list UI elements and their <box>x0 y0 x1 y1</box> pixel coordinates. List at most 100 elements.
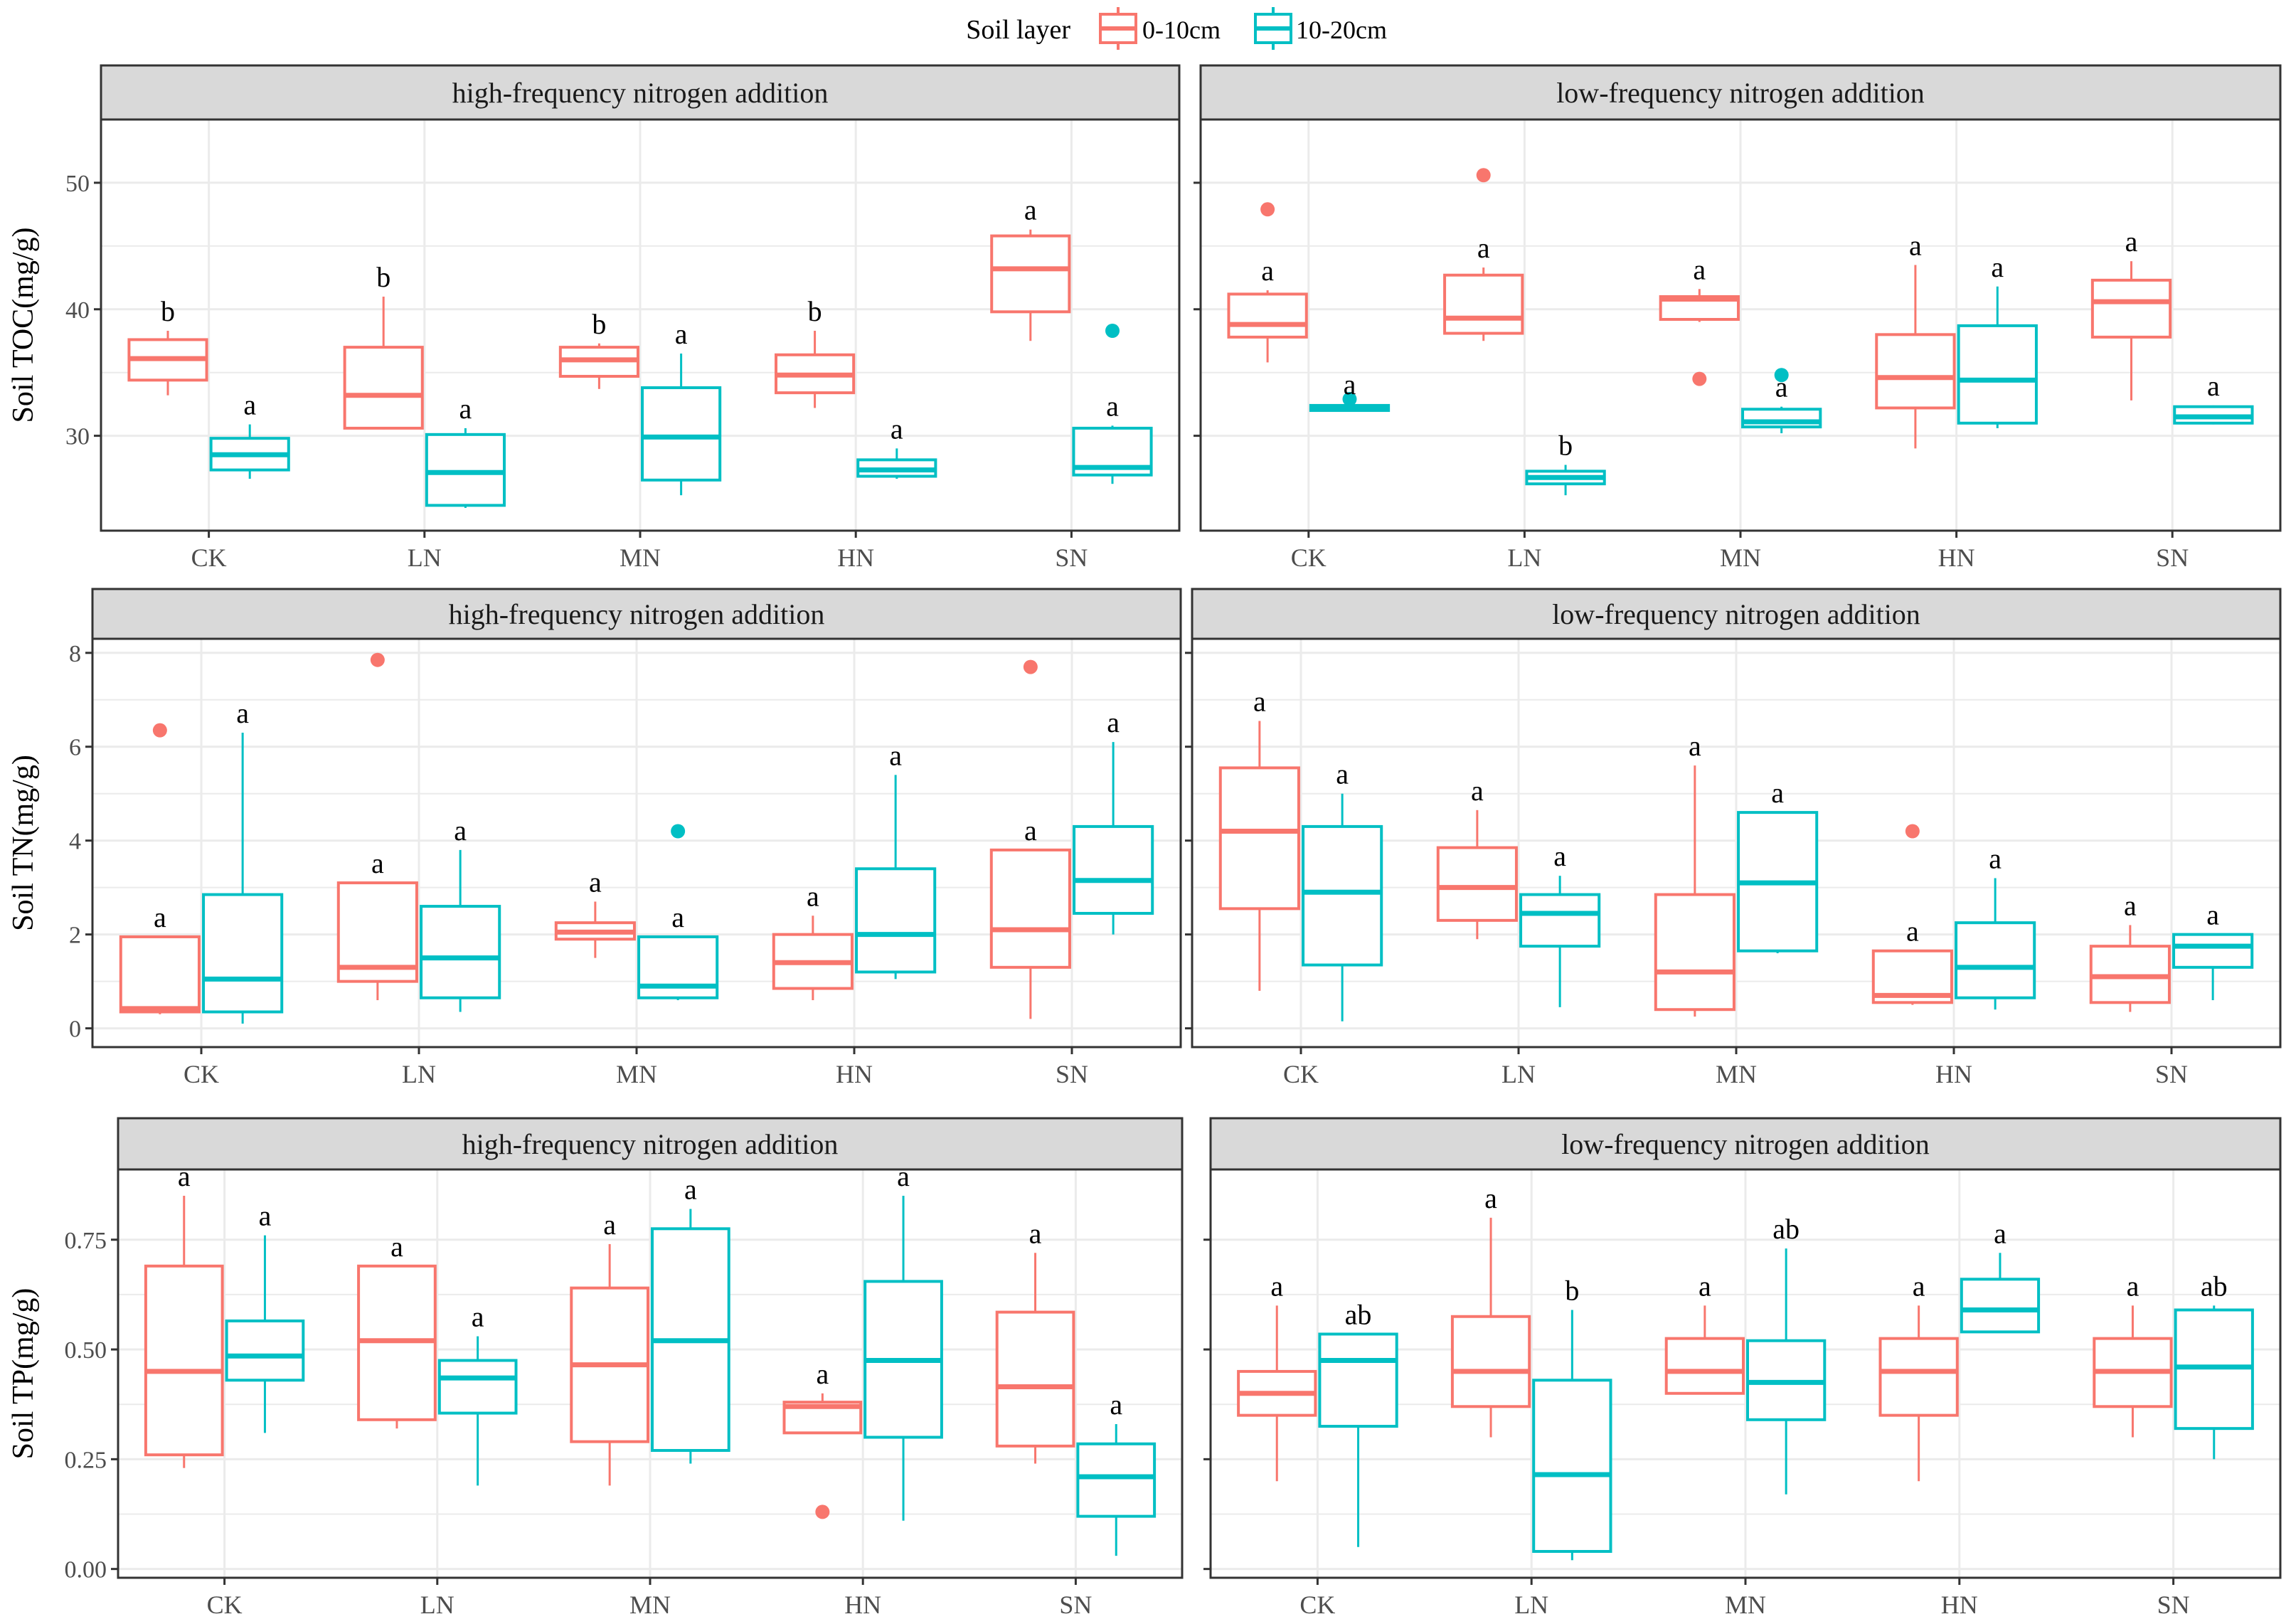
significance-letter: a <box>816 1358 829 1390</box>
box-0-10cm-SN: a <box>2090 225 2172 400</box>
box-0-10cm-CK: b <box>127 295 208 396</box>
box-body <box>1076 1442 1157 1518</box>
significance-letter: a <box>2124 889 2137 921</box>
significance-letter: a <box>1689 730 1701 762</box>
box-10-20cm-HN: a <box>1960 1217 2041 1334</box>
box-10-20cm-MN: a <box>641 318 722 496</box>
outlier-point <box>1342 392 1357 407</box>
box-10-20cm-MN: ab <box>1746 1213 1827 1495</box>
box-10-20cm-HN: a <box>863 1160 943 1521</box>
x-tick-label: SN <box>2155 1060 2188 1088</box>
box-0-10cm-CK: a <box>119 723 201 1014</box>
box-body <box>1654 893 1735 1012</box>
significance-letter: a <box>1336 758 1349 790</box>
significance-letter: b <box>592 308 606 340</box>
significance-letter: a <box>1029 1217 1042 1249</box>
significance-letter: a <box>371 847 384 879</box>
box-body <box>855 867 937 974</box>
box-0-10cm-LN: b <box>343 261 424 430</box>
box-10-20cm-CK: a <box>1302 758 1383 1021</box>
y-axis-title: Soil TN(mg/g) <box>7 755 40 931</box>
panel-tn-low: a a a a a a a a a a low-frequency nitrogen additio… <box>1185 588 2282 1088</box>
box-0-10cm-CK: a <box>1227 202 1308 363</box>
significance-letter: a <box>1994 1217 2006 1249</box>
outlier-point <box>1692 371 1707 386</box>
box-body <box>1519 893 1601 948</box>
facet-strip <box>1191 588 2282 640</box>
box-0-10cm-MN: b <box>558 308 639 389</box>
outlier-point <box>152 723 167 738</box>
x-tick-label: SN <box>1056 1060 1088 1088</box>
significance-letter: ab <box>1345 1298 1372 1330</box>
legend-key-10-20cm <box>1254 7 1292 50</box>
facet-strip-label: high-frequency nitrogen addition <box>449 598 825 630</box>
significance-letter: a <box>472 1301 484 1333</box>
box-0-10cm-LN: a <box>1443 168 1524 341</box>
box-10-20cm-LN: a <box>420 814 501 1012</box>
x-tick-label: SN <box>2156 543 2189 572</box>
box-0-10cm-HN: b <box>775 295 856 408</box>
x-tick-label: CK <box>191 543 227 572</box>
x-tick-label: HN <box>1941 1591 1978 1619</box>
significance-letter: ab <box>1772 1213 1800 1245</box>
box-10-20cm-LN: a <box>1519 840 1601 1007</box>
outlier-point <box>1105 324 1120 339</box>
y-tick-label: 50 <box>65 171 90 197</box>
significance-letter: a <box>1270 1270 1283 1302</box>
facet-strip <box>91 588 1182 640</box>
facet-strip-label: low-frequency nitrogen addition <box>1552 598 1920 630</box>
box-body <box>1318 1332 1398 1428</box>
box-0-10cm-MN: a <box>554 866 636 958</box>
y-tick-label: 0.75 <box>65 1228 107 1254</box>
box-0-10cm-MN: a <box>1664 1270 1745 1395</box>
significance-letter: a <box>1913 1270 1925 1302</box>
legend-label-10-20cm: 10-20cm <box>1296 16 1387 44</box>
x-tick-label: LN <box>1514 1591 1548 1619</box>
x-tick-label: LN <box>420 1591 455 1619</box>
significance-letter: a <box>807 880 819 912</box>
panel-tn-high: a a a a a a a a a a high-frequency nitrogen additi… <box>7 588 1182 1088</box>
box-0-10cm-LN: a <box>1436 775 1518 940</box>
box-body <box>225 1319 305 1382</box>
significance-letter: a <box>1106 390 1119 422</box>
box-0-10cm-SN: a <box>2089 889 2171 1012</box>
box-0-10cm-SN: a <box>2093 1270 2173 1438</box>
box-body <box>343 346 424 430</box>
outlier-point <box>815 1504 830 1519</box>
box-body <box>1436 846 1518 922</box>
box-10-20cm-HN: a <box>1957 251 2038 428</box>
significance-letter: a <box>1771 777 1784 809</box>
box-10-20cm-HN: a <box>1955 842 2036 1010</box>
y-tick-label: 2 <box>69 923 81 949</box>
significance-letter: a <box>1477 232 1490 264</box>
box-body <box>2172 933 2254 969</box>
box-body <box>437 1359 518 1415</box>
box-0-10cm-HN: a <box>1878 1270 1959 1482</box>
box-body <box>1878 1337 1959 1417</box>
significance-letter: b <box>1565 1275 1579 1307</box>
facet-strip <box>1209 1117 2282 1171</box>
legend-title: Soil layer <box>966 15 1070 45</box>
x-tick-label: MN <box>1716 1060 1757 1088</box>
x-tick-label: HN <box>844 1591 881 1619</box>
box-10-20cm-HN: a <box>855 739 937 980</box>
x-tick-label: HN <box>837 543 874 572</box>
x-tick-label: LN <box>408 543 442 572</box>
box-10-20cm-MN: a <box>1741 368 1822 434</box>
outlier-point <box>1905 824 1920 839</box>
outlier-point <box>370 652 385 667</box>
box-body <box>1218 766 1300 911</box>
x-tick-label: MN <box>629 1591 671 1619</box>
box-10-20cm-MN: a <box>637 824 719 1001</box>
box-body <box>144 1264 224 1457</box>
significance-letter: a <box>236 697 249 729</box>
panel-tp-high: a a a a a a a a a a high-frequency nitrogen additi… <box>7 1117 1184 1619</box>
box-10-20cm-LN: a <box>425 393 506 508</box>
significance-letter: a <box>671 901 684 933</box>
box-0-10cm-LN: a <box>357 1231 437 1429</box>
significance-letter: a <box>603 1209 616 1241</box>
box-0-10cm-LN: a <box>336 652 418 1001</box>
significance-letter: a <box>589 866 602 898</box>
box-0-10cm-SN: a <box>990 194 1071 341</box>
box-body <box>425 432 506 507</box>
